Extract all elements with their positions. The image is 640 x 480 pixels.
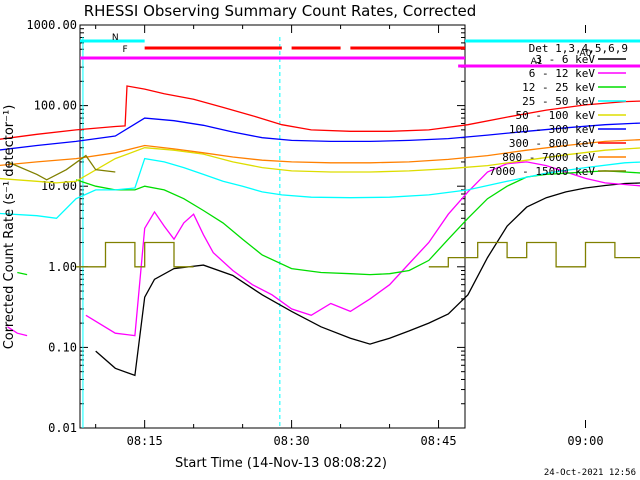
y-tick-label: 100.00 (34, 99, 77, 113)
series-line (75, 170, 640, 276)
legend-label: 300 - 800 keV (509, 137, 595, 150)
series-line (95, 182, 640, 377)
legend-label: 100 - 300 keV (509, 123, 595, 136)
series-line (17, 271, 28, 276)
legend-label: 7000 - 15000 keV (489, 165, 595, 178)
series-line (7, 154, 116, 181)
flag-label-n: N (112, 33, 119, 43)
x-axis-label: Start Time (14-Nov-13 08:08:22) (175, 456, 387, 471)
y-axis-label: Corrected Count Rate (s⁻¹ detector⁻¹) (2, 105, 17, 350)
legend-label: 50 - 100 keV (516, 109, 596, 122)
series-line (0, 157, 640, 219)
legend-label: 6 - 12 keV (529, 67, 596, 80)
y-tick-label: 1000.00 (26, 18, 77, 32)
legend-label: 800 - 7000 keV (502, 151, 595, 164)
chart-title: RHESSI Observing Summary Count Rates, Co… (84, 2, 477, 20)
y-tick-label: 0.10 (48, 340, 77, 354)
legend-label: 25 - 50 keV (522, 95, 595, 108)
flag-label-f: F (122, 45, 127, 55)
series-line (0, 117, 640, 151)
x-tick-label: 08:15 (127, 434, 163, 448)
series-line (76, 241, 194, 268)
series-line (85, 161, 640, 337)
plot-frame (79, 24, 466, 429)
x-tick-label: 09:00 (567, 434, 603, 448)
y-tick-label: 1.00 (48, 260, 77, 274)
series-line (0, 85, 640, 140)
legend-title: Det 1,3,4,5,6,9 (529, 42, 628, 55)
flag-label-a0: A0 (580, 49, 592, 59)
footer-date: 24-Oct-2021 12:56 (544, 468, 636, 478)
y-tick-label: 0.01 (48, 421, 77, 435)
series-line (7, 326, 28, 337)
flag-label-a1: A1 (531, 57, 543, 67)
series-line (428, 241, 640, 268)
series-line (0, 139, 640, 167)
legend-label: 3 - 6 keV (535, 53, 595, 66)
x-tick-label: 08:45 (420, 434, 456, 448)
x-tick-label: 08:30 (274, 434, 310, 448)
series-line (0, 147, 640, 184)
legend-label: 12 - 25 keV (522, 81, 595, 94)
